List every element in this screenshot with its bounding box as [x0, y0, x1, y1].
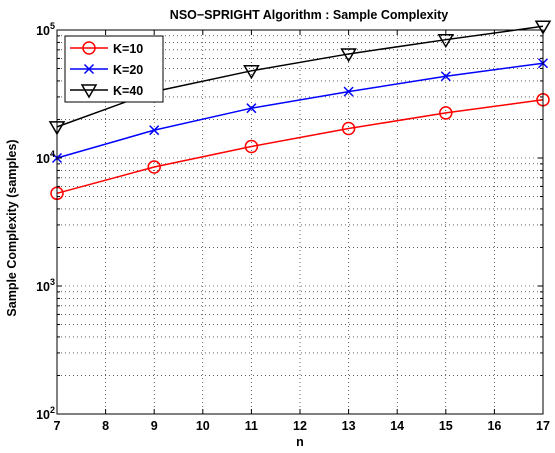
x-tick-label: 16	[487, 419, 501, 433]
x-tick-label: 11	[245, 419, 258, 433]
x-tick-label: 10	[196, 419, 210, 433]
x-tick-label: 15	[439, 419, 453, 433]
data-point	[246, 103, 257, 114]
legend-marker	[80, 84, 98, 99]
x-tick-label: 14	[390, 419, 404, 433]
legend-item: K=20	[70, 63, 143, 77]
data-point	[343, 86, 354, 97]
y-tick-label: 103	[36, 277, 55, 294]
chart-title: NSO−SPRIGHT Algorithm : Sample Complexit…	[170, 8, 448, 22]
x-tick-label: 9	[151, 419, 158, 433]
series-line	[56, 99, 544, 195]
grid	[57, 30, 543, 414]
data-point	[439, 106, 453, 120]
legend-label: K=10	[113, 42, 143, 56]
y-axis-title: Sample Complexity (samples)	[5, 139, 19, 316]
legend-item: K=10	[70, 41, 143, 56]
x-tick-label: 7	[54, 419, 61, 433]
data-point	[340, 48, 357, 63]
legend-label: K=20	[113, 63, 143, 77]
legend-marker	[83, 63, 95, 75]
x-tick-label: 13	[342, 419, 356, 433]
series-line	[56, 62, 544, 159]
x-tick-label: 12	[293, 419, 307, 433]
y-tick-label: 102	[36, 405, 55, 422]
axis-ticks: 7 8 9 10 11 12 13 14 15 16 17 102 103 104 105	[36, 21, 550, 433]
legend: K=10 K=20 K=40	[64, 35, 164, 103]
x-axis-title: n	[296, 435, 304, 449]
x-tick-label: 17	[536, 419, 550, 433]
x-tick-label: 8	[102, 419, 109, 433]
y-tick-label: 104	[36, 149, 55, 166]
data-point	[243, 65, 260, 80]
data-point	[341, 121, 356, 136]
data-point	[534, 20, 552, 35]
legend-marker	[82, 41, 96, 55]
legend-item: K=40	[70, 84, 143, 99]
y-tick-label: 105	[36, 21, 55, 38]
data-point	[244, 139, 259, 154]
legend-label: K=40	[113, 84, 143, 98]
data-point	[149, 125, 160, 136]
data-point	[147, 160, 161, 174]
data-point	[440, 71, 451, 82]
